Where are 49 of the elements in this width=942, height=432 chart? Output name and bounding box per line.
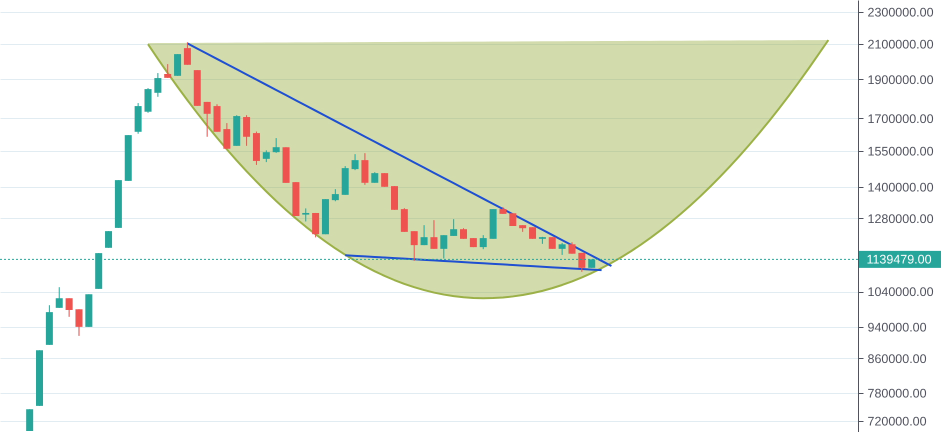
- candlestick: [332, 188, 339, 202]
- y-tick-label: 1400000.00: [868, 180, 934, 194]
- y-tick-label: 1550000.00: [868, 144, 934, 159]
- line-series: [186, 42, 612, 267]
- candlestick: [460, 228, 468, 240]
- candlestick: [578, 252, 586, 272]
- candlestick: [223, 122, 230, 150]
- candlestick: [243, 114, 250, 146]
- candlestick: [480, 234, 487, 250]
- y-tick-label: 1700000.00: [868, 112, 934, 126]
- candlestick: [204, 101, 211, 138]
- candlestick: [164, 64, 172, 78]
- candlestick: [400, 208, 408, 232]
- candlestick: [144, 88, 152, 114]
- candlestick: [272, 138, 280, 154]
- y-tick-label: 720000.00: [868, 414, 927, 429]
- candlestick: [361, 152, 368, 186]
- candlestick: [529, 226, 536, 240]
- y-tick-label: 2300000.00: [868, 6, 934, 20]
- y-tick-label: 860000.00: [868, 352, 927, 366]
- y-tick-label: 780000.00: [868, 386, 927, 400]
- line-series: [344, 254, 603, 272]
- candlestick: [26, 408, 34, 432]
- candlestick: [184, 42, 191, 66]
- y-tick-label: 2100000.00: [868, 38, 934, 52]
- ref-line-label: 1139479.00: [866, 252, 932, 266]
- y-tick-label: 1900000.00: [868, 72, 934, 87]
- candlestick: [262, 150, 270, 163]
- candlestick: [56, 286, 63, 308]
- candlestick: [450, 218, 458, 236]
- y-tick-label: 1040000.00: [868, 285, 934, 300]
- candlestick: [420, 224, 428, 246]
- candlestick: [66, 298, 73, 318]
- candlestick: [312, 212, 320, 238]
- candlestick: [381, 172, 388, 188]
- candlestick: [430, 220, 438, 250]
- y-tick-label: 1280000.00: [868, 212, 934, 226]
- y-tick-label: 940000.00: [868, 320, 927, 335]
- candlestick: [558, 242, 566, 256]
- candlestick: [410, 230, 418, 262]
- candlestick: [390, 186, 398, 210]
- candlestick: [174, 54, 182, 76]
- candlestick: [548, 236, 556, 250]
- candlestick: [154, 72, 162, 98]
- candlestick: [352, 154, 359, 171]
- candlestick: [75, 308, 82, 336]
- candlestick: [105, 230, 112, 248]
- candlestick: [302, 208, 310, 222]
- candlestick: [371, 172, 378, 184]
